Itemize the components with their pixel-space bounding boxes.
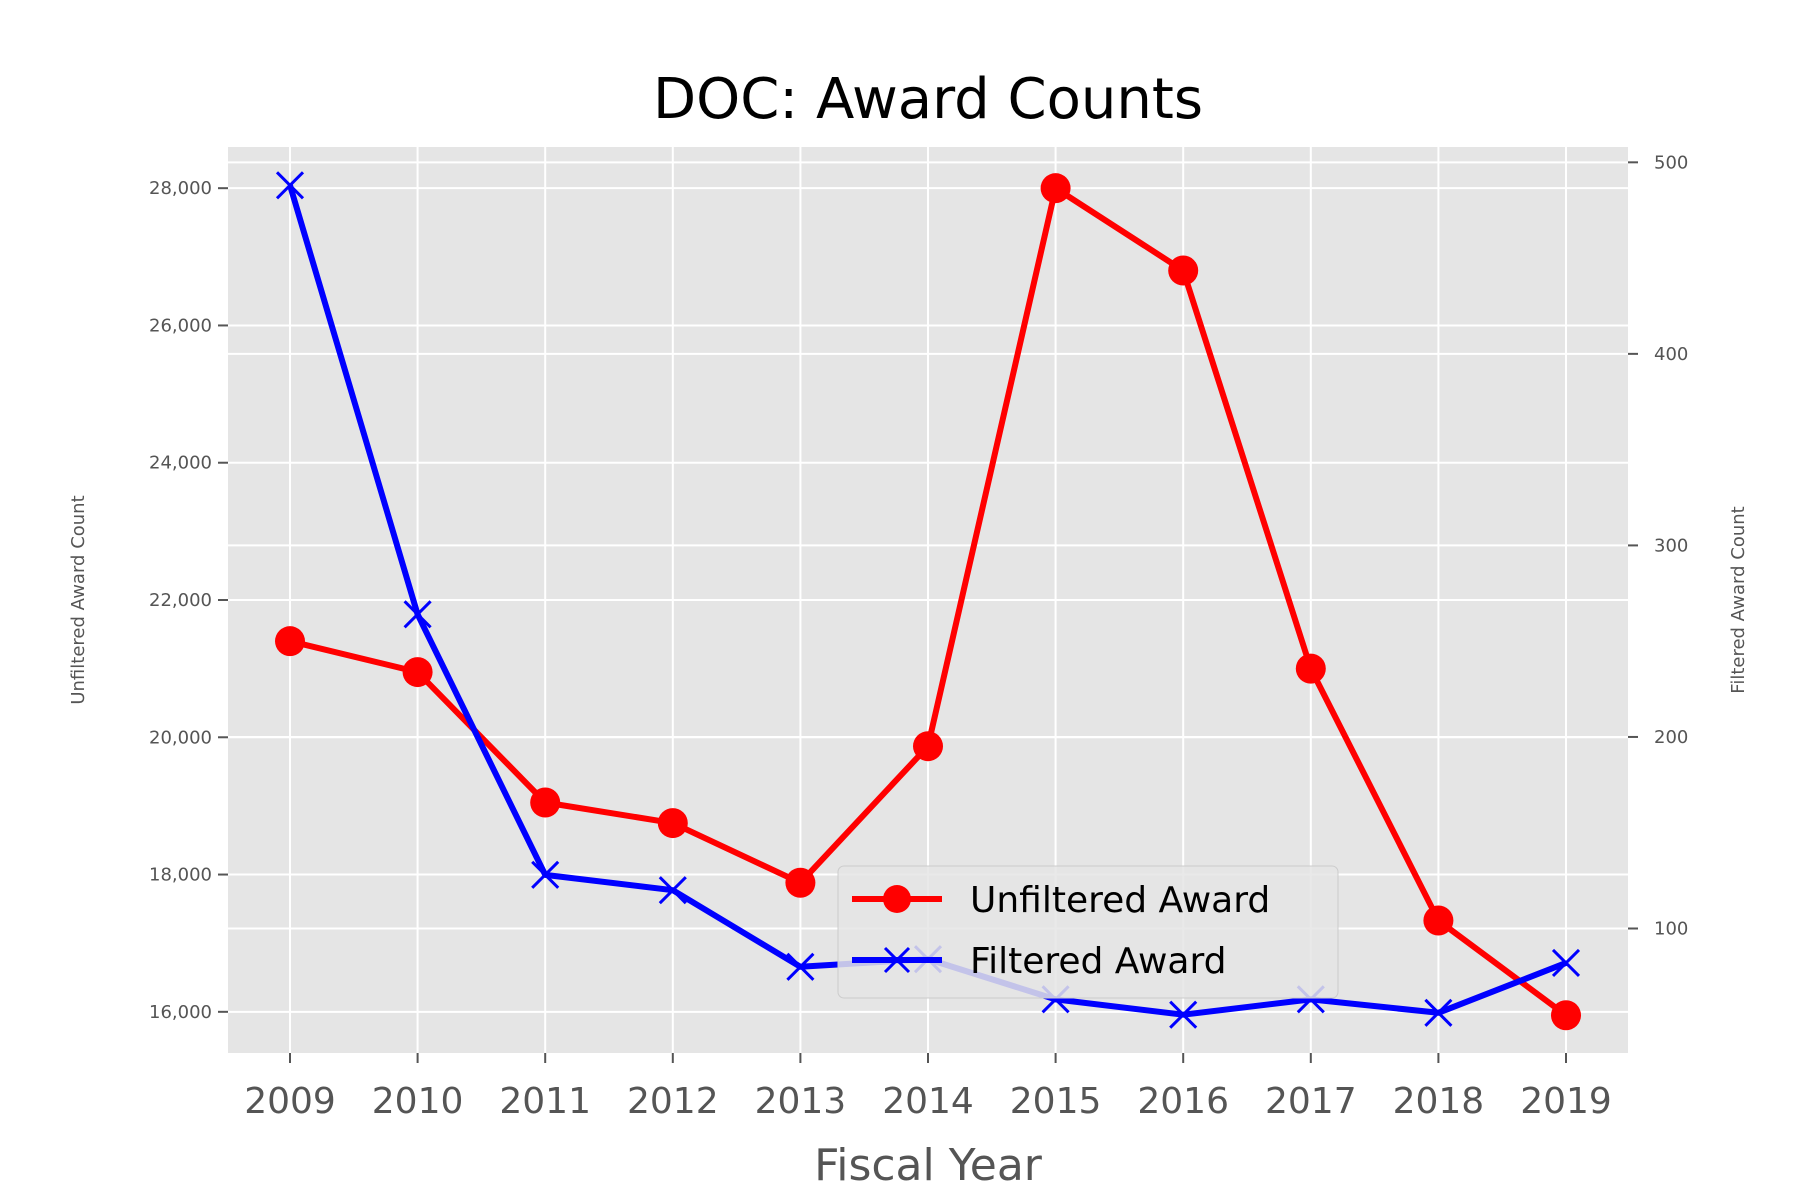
- legend-marker-filtered: [883, 946, 911, 974]
- y-tick-label-left: 24,000: [149, 453, 212, 474]
- data-point-filtered: [1169, 1000, 1198, 1029]
- y-tick-label-left: 28,000: [149, 178, 212, 199]
- y-tick-label-right: 200: [1654, 727, 1688, 748]
- y-axis-label-right: Filtered Award Count: [1728, 506, 1749, 693]
- data-point-unfiltered: [657, 808, 688, 839]
- x-tick-label: 2013: [755, 1081, 847, 1122]
- x-tick-label: 2012: [627, 1081, 719, 1122]
- y-tick-label-left: 20,000: [149, 727, 212, 748]
- data-point-filtered: [658, 876, 687, 905]
- grid: [228, 147, 1628, 1053]
- y-tick-label-left: 18,000: [149, 865, 212, 886]
- data-point-unfiltered: [913, 731, 943, 762]
- x-tick-label: 2017: [1265, 1081, 1357, 1122]
- y-tick-label-right: 400: [1654, 344, 1688, 365]
- data-point-unfiltered: [402, 657, 433, 688]
- y-tick-label-right: 300: [1654, 535, 1688, 556]
- y-tick-label-right: 100: [1654, 918, 1688, 939]
- legend-box: [837, 865, 1339, 999]
- x-tick-label: 2016: [1137, 1081, 1229, 1122]
- data-point-unfiltered: [530, 787, 561, 818]
- x-tick-label: 2015: [1010, 1081, 1102, 1122]
- y-tick-label-left: 22,000: [149, 590, 212, 611]
- y-axis-label-left: Unfiltered Award Count: [68, 495, 89, 704]
- legend: Unfiltered Award Filtered Award: [837, 865, 1339, 999]
- series-layer: [275, 171, 1581, 1031]
- data-point-unfiltered: [1423, 905, 1454, 936]
- data-point-unfiltered: [1168, 255, 1199, 286]
- data-point-unfiltered: [1295, 653, 1326, 684]
- x-tick-label: 2018: [1393, 1081, 1485, 1122]
- data-point-filtered: [786, 952, 815, 981]
- x-tick-label: 2014: [882, 1081, 974, 1122]
- data-point-filtered: [403, 600, 432, 629]
- x-axis-label: Fiscal Year: [814, 1140, 1043, 1191]
- data-point-filtered: [531, 860, 560, 889]
- x-tick-label: 2019: [1520, 1081, 1612, 1122]
- legend-label-filtered: Filtered Award: [970, 941, 1227, 982]
- legend-marker-unfiltered: [883, 885, 911, 913]
- y-tick-label-left: 16,000: [149, 1002, 212, 1023]
- axes: 2009 2010 2011 2012 2013 2014 2015 2016 2017 2018…: [149, 152, 1688, 1122]
- data-point-filtered: [1424, 998, 1453, 1027]
- y-tick-label-left: 26,000: [149, 315, 212, 336]
- x-tick-label: 2010: [372, 1081, 464, 1122]
- data-point-filtered: [1551, 948, 1581, 978]
- data-point-unfiltered: [785, 867, 816, 898]
- x-tick-label: 2011: [499, 1081, 591, 1122]
- data-point-unfiltered: [1040, 173, 1071, 204]
- chart-title: DOC: Award Counts: [653, 67, 1203, 132]
- x-tick-label: 2009: [244, 1081, 336, 1122]
- y-tick-label-right: 500: [1654, 152, 1688, 173]
- data-point-filtered: [275, 171, 305, 200]
- legend-label-unfiltered: Unfiltered Award: [970, 880, 1270, 921]
- data-point-unfiltered: [1551, 1000, 1581, 1031]
- data-point-unfiltered: [275, 626, 305, 657]
